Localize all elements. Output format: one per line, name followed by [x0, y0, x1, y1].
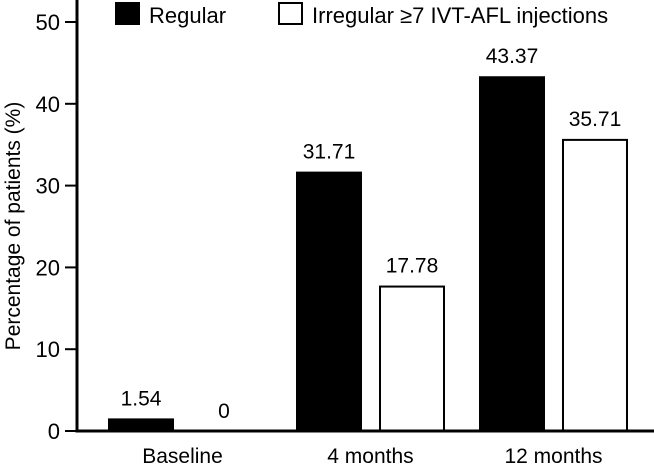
y-tick-label: 20 — [36, 255, 60, 280]
y-axis-label: Percentage of patients (%) — [2, 102, 25, 351]
legend-swatch-regular — [115, 2, 140, 25]
y-tick-label: 0 — [48, 419, 60, 444]
bar-regular — [479, 76, 545, 431]
x-category-label: 4 months — [327, 445, 413, 468]
legend-label-regular: Regular — [149, 3, 226, 28]
bar-irregular — [562, 138, 628, 432]
x-category-label: Baseline — [142, 445, 223, 468]
bar-irregular — [379, 285, 445, 432]
legend: Regular Irregular ≥7 IVT-AFL injections — [115, 2, 608, 28]
bar-value-label: 0 — [218, 400, 230, 423]
bar-value-label: 35.71 — [569, 108, 622, 131]
bar-value-label: 1.54 — [121, 387, 162, 410]
y-tick-label: 50 — [36, 10, 60, 35]
y-tick-label: 30 — [36, 174, 60, 199]
bar-value-label: 17.78 — [386, 255, 439, 278]
y-tick-label: 10 — [36, 337, 60, 362]
legend-swatch-irregular — [278, 2, 303, 25]
bar-regular — [108, 418, 174, 431]
bar-regular — [296, 171, 362, 432]
y-axis: 0 10 20 30 40 50 — [36, 0, 79, 444]
y-tick-label: 40 — [36, 92, 60, 117]
x-category-label: 12 months — [504, 445, 602, 468]
legend-label-irregular: Irregular ≥7 IVT-AFL injections — [312, 3, 608, 28]
bars: 1.54 0 31.71 17.78 43.37 35.71 — [108, 45, 628, 432]
bar-value-label: 31.71 — [303, 141, 356, 164]
x-axis: Baseline 4 months 12 months — [77, 429, 654, 468]
bar-value-label: 43.37 — [486, 45, 539, 68]
